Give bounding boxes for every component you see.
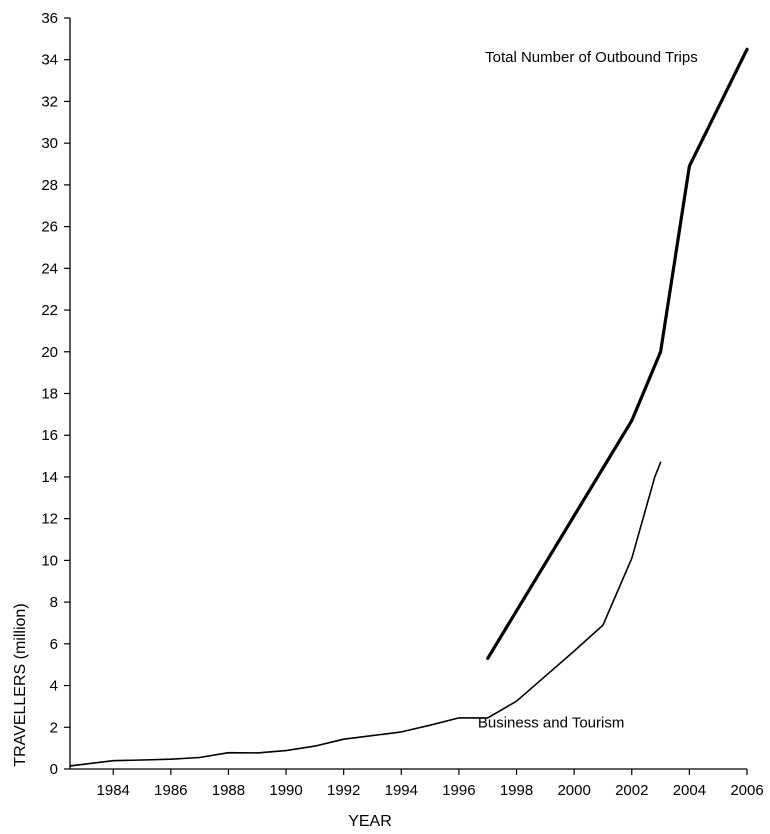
annotations: Total Number of Outbound Trips Business a…: [478, 49, 698, 731]
x-axis-label: YEAR: [348, 813, 392, 830]
y-tick-label: 2: [50, 719, 58, 736]
y-tick-label: 12: [41, 511, 58, 528]
x-tick-label: 2002: [615, 782, 648, 799]
y-tick-label: 26: [41, 219, 58, 236]
x-tick-label: 1990: [269, 782, 302, 799]
x-tick-label: 1994: [385, 782, 418, 799]
y-tick-label: 14: [41, 469, 58, 486]
x-tick-label: 1998: [500, 782, 533, 799]
y-tick-label: 30: [41, 135, 58, 152]
x-tick-label: 1986: [154, 782, 187, 799]
y-tick-label: 0: [50, 761, 58, 778]
y-tick-label: 24: [41, 260, 58, 277]
y-tick-label: 20: [41, 344, 58, 361]
y-tick-label: 36: [41, 10, 58, 27]
x-tick-label: 1984: [97, 782, 130, 799]
y-tick-label: 8: [50, 594, 58, 611]
y-tick-label: 6: [50, 636, 58, 653]
y-tick-label: 34: [41, 52, 58, 69]
series-line-total-outbound-trips: [486, 47, 749, 661]
x-tick-label: 2006: [730, 782, 763, 799]
y-axis-label: TRAVELLERS (million): [12, 603, 29, 766]
y-tick-label: 22: [41, 302, 58, 319]
x-tick-label: 2000: [557, 782, 590, 799]
y-tick-label: 28: [41, 177, 58, 194]
x-tick-label: 1996: [442, 782, 475, 799]
y-tick-label: 18: [41, 386, 58, 403]
x-axis-ticks: 1984 1986 1988 1990 1992 1994 1996 1998 2000 2002…: [97, 769, 764, 799]
x-tick-label: 1988: [212, 782, 245, 799]
y-tick-label: 4: [50, 678, 58, 695]
x-tick-label: 1992: [327, 782, 360, 799]
series-annotation: Business and Tourism: [478, 714, 624, 731]
series-annotation: Total Number of Outbound Trips: [485, 49, 698, 66]
axes: [69, 18, 747, 770]
y-tick-label: 10: [41, 552, 58, 569]
y-tick-label: 16: [41, 427, 58, 444]
series-line-business-and-tourism: [69, 461, 662, 767]
x-tick-label: 2004: [673, 782, 706, 799]
series-layer: [69, 47, 749, 767]
y-tick-label: 32: [41, 93, 58, 110]
